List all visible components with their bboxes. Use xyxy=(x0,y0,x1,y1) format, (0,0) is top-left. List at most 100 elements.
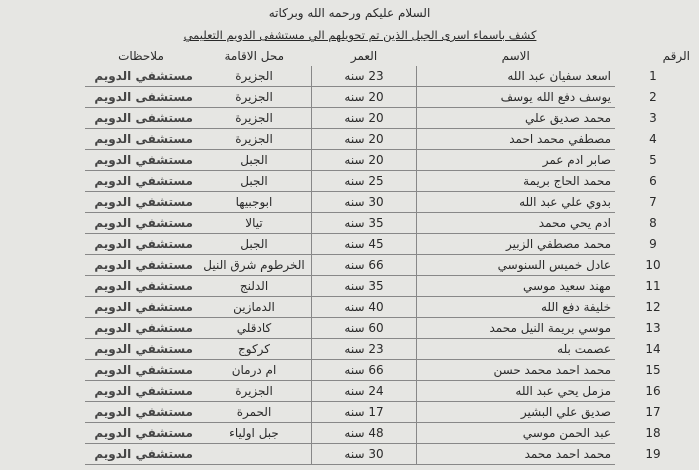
cell-num: 4 xyxy=(649,131,657,146)
cell-res: الجزيرة xyxy=(197,128,312,150)
table-row: 1 اسعد سفيان عبد الله 23 سنه الجزيرة مستشفي … xyxy=(85,66,691,87)
cell-name: محمد مصطفي الزبير xyxy=(416,233,615,255)
cell-age: 24 سنه xyxy=(311,380,417,402)
cell-res: ام درمان xyxy=(197,359,312,381)
cell-age: 45 سنه xyxy=(311,233,417,255)
cell-name: عادل خميس السنوسي xyxy=(416,254,615,276)
cell-note: مستشفي الدويم xyxy=(85,401,197,423)
header-row: الرقم الاسم العمر محل الاقامة ملاحظات xyxy=(85,46,691,66)
cell-name: خليفة دفع الله xyxy=(416,296,615,318)
cell-num: 19 xyxy=(645,446,661,461)
cell-num: 18 xyxy=(645,425,661,440)
cell-name: يوسف دفع الله يوسف xyxy=(416,86,615,108)
table-row: 14 عصمت بله 23 سنه كركوج مستشفي الدويم xyxy=(85,338,691,360)
table-row: 4 مصطفي محمد احمد 20 سنه الجزيرة مستشفى الدو… xyxy=(85,128,691,150)
cell-age: 30 سنه xyxy=(311,191,417,213)
cell-num: 2 xyxy=(649,89,657,104)
cell-age: 48 سنه xyxy=(311,422,417,444)
cell-res: الجزيرة xyxy=(197,380,312,402)
cell-age: 60 سنه xyxy=(311,317,417,339)
cell-note: مستشفي الدويم xyxy=(85,338,197,360)
cell-age: 66 سنه xyxy=(311,359,417,381)
table-row: 9 محمد مصطفي الزبير 45 سنه الجبل مستشفي الدو… xyxy=(85,233,691,255)
table-body: 1 اسعد سفيان عبد الله 23 سنه الجزيرة مستشفي … xyxy=(85,66,691,465)
cell-note: مستشفى الدويم xyxy=(85,86,197,108)
cell-note: مستشفي الدويم xyxy=(85,422,197,444)
cell-res xyxy=(197,443,312,465)
table-row: 12 خليفة دفع الله 40 سنه الدمازين مستشفي الد… xyxy=(85,296,691,318)
table-row: 19 محمد احمد محمد 30 سنه مستشفي الدويم xyxy=(85,443,691,465)
cell-name: موسي بريمة النيل محمد xyxy=(416,317,615,339)
cell-note: مستشفى الدويم xyxy=(85,107,197,129)
cell-num: 1 xyxy=(649,69,657,83)
table-row: 13 موسي بريمة النيل محمد 60 سنه كادقلي مستشف… xyxy=(85,317,691,339)
cell-name: محمد الحاج بريمة xyxy=(416,170,615,192)
cell-name: صديق علي البشير xyxy=(416,401,615,423)
table-row: 11 مهند سعيد موسي 35 سنه الدلنج مستشفي الدوي… xyxy=(85,275,691,297)
cell-note: مستشفي الدويم xyxy=(85,191,197,213)
cell-res: الجبل xyxy=(197,233,312,255)
cell-num: 3 xyxy=(649,110,657,125)
cell-age: 17 سنه xyxy=(311,401,417,423)
table-row: 5 صابر ادم عمر 20 سنه الجبل مستشفي الدويم xyxy=(85,149,691,171)
cell-res: تيالا xyxy=(197,212,312,234)
cell-name: بدوي علي عبد الله xyxy=(416,191,615,213)
cell-res: الحمرة xyxy=(197,401,312,423)
cell-note: مستشفى الدويم xyxy=(85,128,197,150)
cell-num: 16 xyxy=(645,383,661,398)
column-header: العمر xyxy=(350,49,378,63)
cell-age: 23 سنه xyxy=(311,66,417,87)
cell-note: مستشفي الدويم xyxy=(85,275,197,297)
cell-num: 12 xyxy=(645,299,661,314)
table-row: 15 محمد احمد محمد حسن 66 سنه ام درمان مستشفي… xyxy=(85,359,691,381)
cell-name: مهند سعيد موسي xyxy=(416,275,615,297)
cell-age: 20 سنه xyxy=(311,86,417,108)
cell-age: 40 سنه xyxy=(311,296,417,318)
cell-num: 5 xyxy=(649,152,657,167)
cell-name: مصطفي محمد احمد xyxy=(416,128,615,150)
table-row: 18 عبد الحمن موسي 48 سنه جبل اولياء مستشفي ا… xyxy=(85,422,691,444)
cell-note: مستشفي الدويم xyxy=(85,359,197,381)
cell-name: صابر ادم عمر xyxy=(416,149,615,171)
cell-note: مستشفي الدويم xyxy=(85,170,197,192)
cell-age: 35 سنه xyxy=(311,275,417,297)
column-header: محل الاقامة xyxy=(224,49,284,63)
cell-num: 11 xyxy=(645,278,661,293)
cell-note: مستشفي الدويم xyxy=(85,149,197,171)
cell-res: الدلنج xyxy=(197,275,312,297)
table-row: 3 محمد صديق علي 20 سنه الجزيرة مستشفى الدويم xyxy=(85,107,691,129)
cell-res: الجزيرة xyxy=(197,66,312,87)
cell-note: مستشفي الدويم xyxy=(85,296,197,318)
table-row: 17 صديق علي البشير 17 سنه الحمرة مستشفي الدو… xyxy=(85,401,691,423)
table-row: 7 بدوي علي عبد الله 30 سنه ابوجبيها مستشفي ا… xyxy=(85,191,691,213)
cell-res: كركوج xyxy=(197,338,312,360)
cell-note: مستشفي الدويم xyxy=(85,212,197,234)
cell-age: 23 سنه xyxy=(311,338,417,360)
cell-note: مستشفي الدويم xyxy=(85,443,197,465)
cell-res: جبل اولياء xyxy=(197,422,312,444)
cell-age: 30 سنه xyxy=(311,443,417,465)
cell-num: 17 xyxy=(645,404,661,419)
table: الرقم الاسم العمر محل الاقامة ملاحظات 1 اسعد … xyxy=(85,46,691,465)
table-row: 8 ادم يحي محمد 35 سنه تيالا مستشفي الدويم xyxy=(85,212,691,234)
cell-num: 7 xyxy=(649,194,657,209)
cell-note: مستشفي الدويم xyxy=(85,233,197,255)
cell-note: مستشفي الدويم xyxy=(85,317,197,339)
cell-res: الدمازين xyxy=(197,296,312,318)
cell-res: كادقلي xyxy=(197,317,312,339)
cell-res: الجبل xyxy=(197,149,312,171)
cell-age: 20 سنه xyxy=(311,149,417,171)
cell-age: 25 سنه xyxy=(311,170,417,192)
table-row: 6 محمد الحاج بريمة 25 سنه الجبل مستشفي الدوي… xyxy=(85,170,691,192)
cell-num: 14 xyxy=(645,341,661,356)
cell-num: 6 xyxy=(649,173,657,188)
cell-note: مستشفي الدويم xyxy=(85,66,197,87)
cell-num: 13 xyxy=(645,320,661,335)
cell-name: ادم يحي محمد xyxy=(416,212,615,234)
greeting: السلام عليكم ورحمه الله وبركاته xyxy=(268,6,431,20)
cell-age: 20 سنه xyxy=(311,107,417,129)
column-header: الاسم xyxy=(501,49,530,63)
cell-name: محمد احمد محمد xyxy=(416,443,615,465)
cell-note: مستشفي الدويم xyxy=(85,380,197,402)
